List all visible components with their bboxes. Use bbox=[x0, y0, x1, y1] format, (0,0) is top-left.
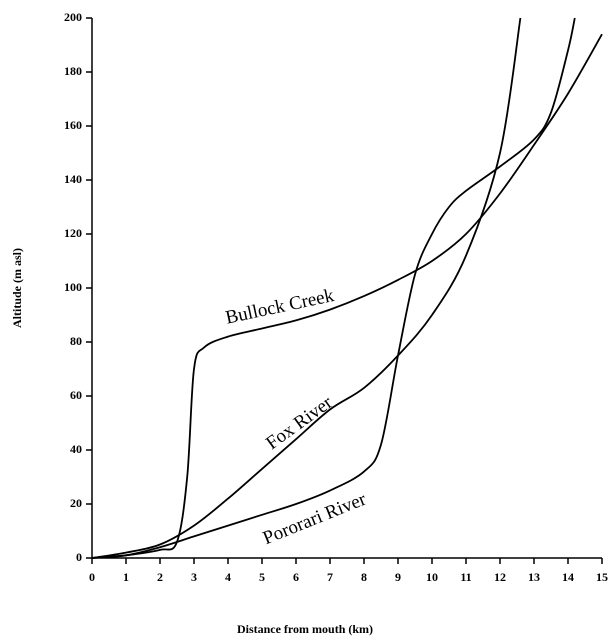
y-axis-label: Altitude (m asl) bbox=[10, 248, 24, 328]
y-tick-label: 20 bbox=[70, 496, 82, 510]
x-tick-label: 9 bbox=[395, 570, 401, 584]
line bbox=[91, 33, 603, 559]
x-tick-label: 4 bbox=[225, 570, 231, 584]
x-tick-label: 11 bbox=[460, 570, 471, 584]
line bbox=[91, 17, 576, 559]
y-tick-label: 140 bbox=[64, 172, 82, 186]
y-tick-label: 180 bbox=[64, 64, 82, 78]
x-tick-label: 7 bbox=[327, 570, 333, 584]
y-tick-label: 0 bbox=[76, 550, 82, 564]
x-tick-label: 15 bbox=[596, 570, 608, 584]
y-tick-label: 120 bbox=[64, 226, 82, 240]
x-tick-label: 13 bbox=[528, 570, 540, 584]
y-tick-label: 200 bbox=[64, 10, 82, 24]
x-tick-label: 6 bbox=[293, 570, 299, 584]
x-tick-label: 5 bbox=[259, 570, 265, 584]
y-tick-label: 40 bbox=[70, 442, 82, 456]
x-tick-label: 14 bbox=[562, 570, 574, 584]
x-tick-label: 12 bbox=[494, 570, 506, 584]
x-axis-label: Distance from mouth (km) bbox=[237, 622, 373, 636]
y-tick-label: 60 bbox=[70, 388, 82, 402]
x-tick-label: 1 bbox=[123, 570, 129, 584]
y-tick-label: 160 bbox=[64, 118, 82, 132]
x-tick-label: 3 bbox=[191, 570, 197, 584]
y-tick-label: 80 bbox=[70, 334, 82, 348]
x-tick-label: 2 bbox=[157, 570, 163, 584]
x-tick-label: 0 bbox=[89, 570, 95, 584]
x-tick-label: 10 bbox=[426, 570, 438, 584]
y-tick-label: 100 bbox=[64, 280, 82, 294]
curve-label: Fox River bbox=[262, 392, 337, 454]
line bbox=[91, 17, 522, 559]
x-tick-label: 8 bbox=[361, 570, 367, 584]
curve-label: Bullock Creek bbox=[224, 285, 337, 329]
